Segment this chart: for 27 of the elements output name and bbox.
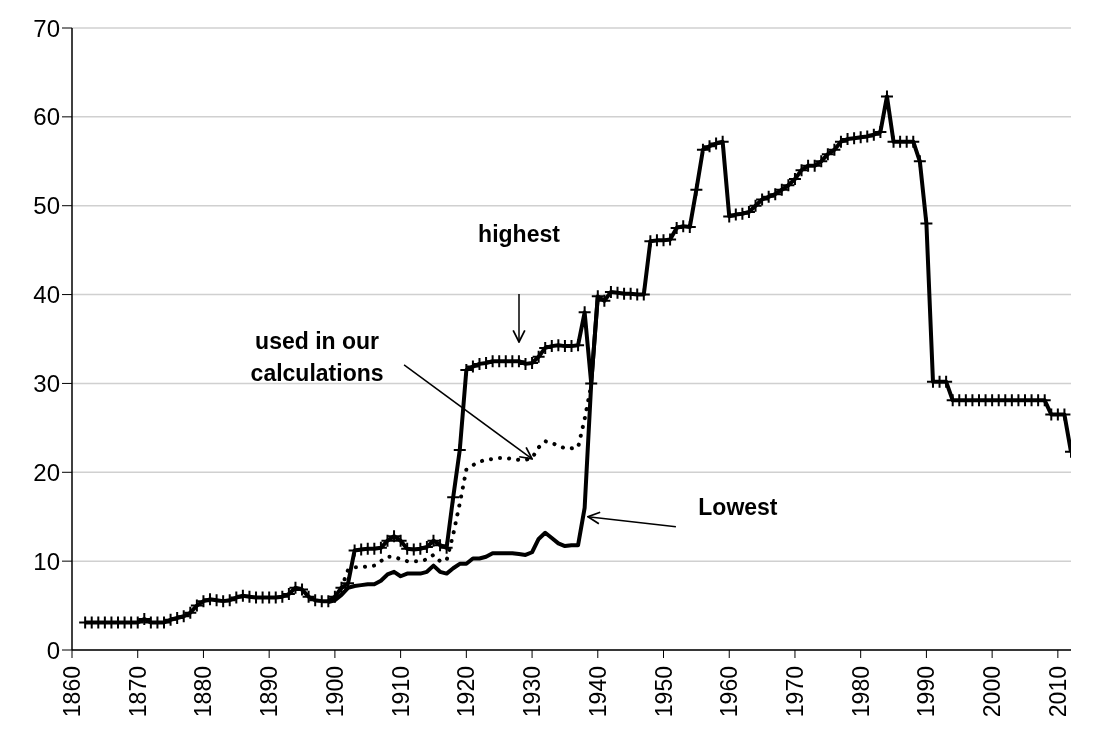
x-tick-label: 1860 xyxy=(59,666,85,718)
x-tick-label: 1870 xyxy=(124,666,151,718)
y-tick-label: 70 xyxy=(33,14,60,42)
annotation: used in our calculations xyxy=(249,326,385,388)
x-tick-label: 1950 xyxy=(650,666,677,718)
y-tick-label: 50 xyxy=(33,192,60,220)
y-tick-label: 40 xyxy=(33,281,60,309)
x-tick-label: 1980 xyxy=(847,666,874,718)
y-tick-label: 10 xyxy=(33,547,60,575)
x-tick-label: 1920 xyxy=(453,666,480,718)
x-tick-label: 2000 xyxy=(979,666,1006,718)
annotation: Lowest xyxy=(697,492,779,522)
x-tick-label: 1900 xyxy=(321,666,348,718)
x-tick-label: 1960 xyxy=(716,666,743,718)
y-tick-label: 20 xyxy=(33,458,60,486)
x-tick-label: 1910 xyxy=(387,666,414,718)
annotation: highest xyxy=(477,220,561,249)
x-tick-label: 2010 xyxy=(1044,666,1071,718)
y-tick-label: 60 xyxy=(33,103,60,131)
x-tick-label: 1940 xyxy=(584,666,611,718)
y-tick-label: 30 xyxy=(33,369,60,397)
x-tick-label: 1990 xyxy=(913,666,940,718)
x-tick-label: 1970 xyxy=(781,666,808,718)
y-tick-label: 0 xyxy=(46,636,60,664)
x-tick-label: 1890 xyxy=(256,666,283,718)
x-tick-label: 1930 xyxy=(519,666,546,718)
x-tick-label: 1880 xyxy=(190,666,217,718)
